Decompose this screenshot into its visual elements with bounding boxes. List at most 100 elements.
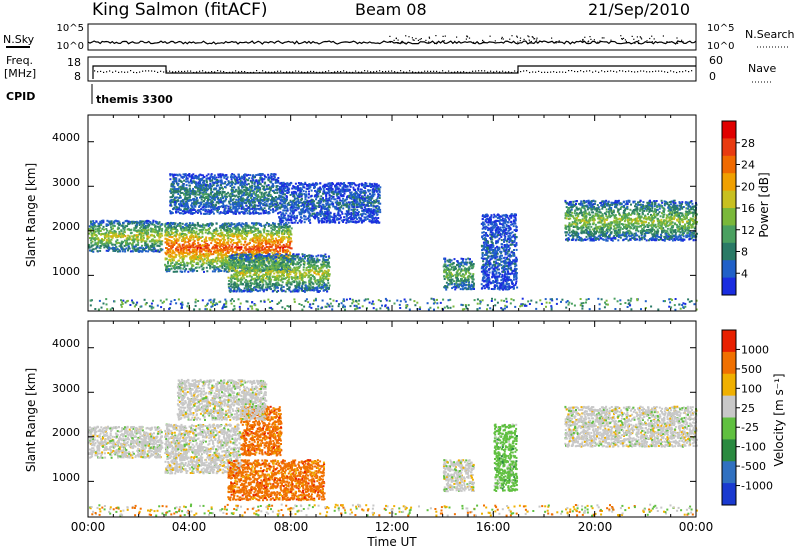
data-cell	[118, 235, 121, 238]
nave-dot	[97, 71, 99, 73]
data-cell	[203, 253, 206, 256]
data-cell	[150, 227, 153, 230]
data-cell	[94, 236, 97, 239]
data-cell	[185, 255, 188, 258]
data-cell	[246, 212, 249, 215]
data-cell	[231, 230, 233, 232]
data-cell	[115, 246, 118, 249]
data-cell	[263, 248, 266, 251]
nave-dot	[223, 71, 225, 73]
data-cell	[227, 243, 230, 246]
nave-dot	[586, 70, 588, 72]
data-cell	[155, 239, 158, 242]
data-cell	[233, 251, 236, 254]
data-cell	[288, 229, 291, 232]
data-cell	[263, 229, 266, 232]
data-cell	[229, 225, 232, 228]
data-cell	[225, 260, 227, 263]
data-cell	[231, 190, 234, 193]
data-cell	[263, 231, 266, 234]
data-cell	[174, 228, 177, 231]
data-cell	[180, 192, 183, 194]
data-cell	[270, 248, 273, 251]
data-cell	[244, 180, 247, 183]
data-cell	[114, 219, 117, 222]
data-cell	[232, 241, 235, 244]
data-cell	[122, 227, 125, 230]
data-cell	[181, 260, 184, 263]
data-cell	[287, 246, 290, 249]
nsearch-dot	[390, 41, 392, 43]
data-cell	[279, 252, 282, 255]
data-cell	[215, 196, 218, 199]
data-cell	[204, 210, 207, 213]
nsearch-dot	[412, 39, 414, 41]
data-cell	[254, 252, 257, 255]
data-cell	[230, 174, 233, 177]
data-cell	[265, 232, 268, 235]
data-cell	[202, 253, 205, 256]
data-cell	[202, 186, 205, 189]
data-cell	[205, 249, 208, 252]
data-cell	[265, 246, 268, 248]
data-cell	[111, 236, 114, 239]
data-cell	[281, 230, 283, 233]
data-cell	[209, 175, 212, 178]
data-cell	[246, 225, 249, 228]
data-cell	[264, 269, 267, 272]
data-cell	[153, 228, 156, 231]
data-cell	[262, 269, 265, 272]
data-cell	[187, 226, 190, 228]
nsearch-dot	[411, 37, 413, 39]
data-cell	[237, 186, 240, 189]
data-cell	[139, 229, 141, 232]
data-cell	[288, 225, 291, 228]
data-cell	[199, 210, 202, 213]
data-cell	[267, 173, 270, 176]
data-cell	[263, 201, 266, 204]
data-cell	[153, 240, 156, 243]
data-cell	[207, 255, 209, 258]
data-cell	[211, 234, 214, 237]
data-cell	[91, 224, 94, 227]
data-cell	[227, 210, 230, 213]
data-cell	[206, 223, 209, 225]
data-cell	[229, 198, 232, 200]
data-cell	[240, 230, 243, 233]
data-cell	[264, 237, 267, 240]
nsky-label: N.Sky	[3, 33, 35, 46]
data-cell	[207, 205, 210, 208]
nsearch-dot	[601, 37, 603, 39]
data-cell	[116, 222, 119, 225]
data-cell	[185, 187, 188, 190]
data-cell	[190, 178, 193, 181]
data-cell	[268, 186, 271, 189]
data-cell	[206, 245, 209, 248]
data-cell	[132, 239, 135, 242]
nsearch-dot	[466, 35, 468, 37]
nsearch-dot	[436, 41, 438, 43]
data-cell	[128, 237, 131, 239]
data-cell	[142, 237, 145, 239]
nsearch-dot	[646, 40, 648, 42]
data-cell	[176, 246, 179, 249]
data-cell	[187, 211, 190, 214]
data-cell	[247, 182, 250, 185]
data-cell	[278, 239, 281, 242]
data-cell	[257, 194, 260, 197]
data-cell	[182, 251, 185, 254]
data-cell	[219, 173, 222, 176]
data-cell	[125, 244, 128, 247]
data-cell	[249, 238, 252, 241]
data-cell	[255, 236, 258, 239]
data-cell	[133, 222, 136, 225]
nave-dot	[622, 70, 624, 72]
data-cell	[288, 246, 291, 249]
data-cell	[179, 188, 182, 191]
data-cell	[219, 201, 222, 204]
nsearch-dot	[456, 36, 458, 38]
data-cell	[234, 183, 237, 186]
data-cell	[238, 195, 241, 198]
data-cell	[179, 222, 182, 225]
data-cell	[269, 233, 272, 236]
